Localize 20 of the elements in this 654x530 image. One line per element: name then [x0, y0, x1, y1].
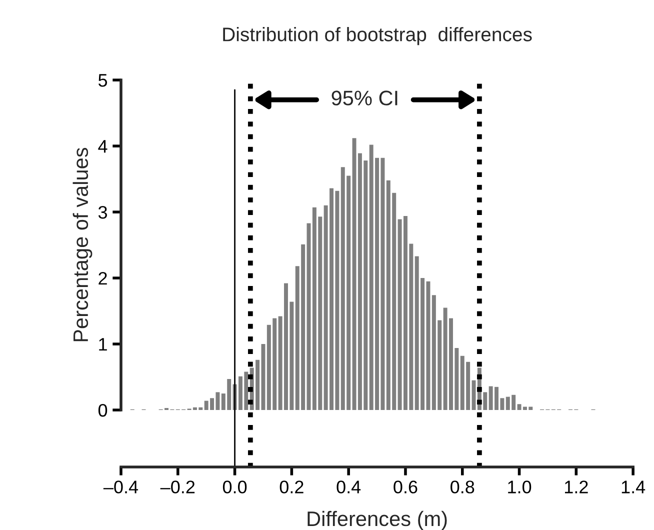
x-tick-label: 0.8: [450, 480, 474, 494]
y-tick-label: 3: [98, 206, 108, 219]
y-tick-label: 1: [99, 338, 107, 351]
y-tick-label: 0: [98, 404, 108, 417]
x-tick-label: 1.4: [622, 480, 646, 494]
y-tick-label: 5: [98, 74, 108, 87]
chart-title: Distribution of bootstrap differences: [223, 27, 532, 46]
x-axis-title: Differences (m): [308, 510, 447, 530]
x-tick-label: 0.2: [280, 480, 304, 494]
x-tick-label: –0.2: [160, 480, 195, 494]
x-tick-label: 0.4: [336, 480, 361, 494]
annotation: 95% CI: [332, 90, 398, 106]
x-tick-label: 0.0: [222, 480, 247, 494]
x-tick-label: 1.2: [565, 480, 588, 494]
y-tick-label: 2: [98, 272, 107, 285]
x-tick-label: 0.6: [394, 480, 418, 494]
y-axis-title: Percentage of values: [72, 148, 92, 342]
y-tick-label: 4: [98, 140, 108, 153]
x-tick-label: –0.4: [103, 480, 138, 494]
x-tick-label: 1.0: [508, 480, 532, 494]
